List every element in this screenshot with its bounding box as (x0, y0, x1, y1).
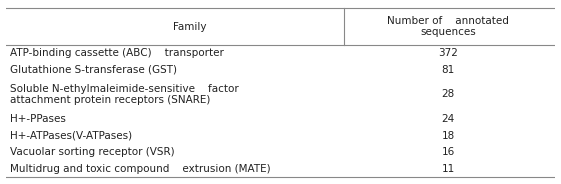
Text: Vacuolar sorting receptor (VSR): Vacuolar sorting receptor (VSR) (10, 147, 174, 157)
Text: Multidrug and toxic compound    extrusion (MATE): Multidrug and toxic compound extrusion (… (10, 164, 270, 174)
Text: Glutathione S-transferase (GST): Glutathione S-transferase (GST) (10, 65, 177, 75)
Text: H+-PPases: H+-PPases (10, 114, 66, 124)
Text: Family: Family (173, 22, 206, 32)
Text: H+-ATPases(V-ATPases): H+-ATPases(V-ATPases) (10, 131, 132, 141)
Text: 18: 18 (442, 131, 455, 141)
Text: 81: 81 (442, 65, 455, 75)
Text: 16: 16 (442, 147, 455, 157)
Text: 28: 28 (442, 89, 455, 100)
Text: ATP-binding cassette (ABC)    transporter: ATP-binding cassette (ABC) transporter (10, 48, 224, 58)
Text: 11: 11 (442, 164, 455, 174)
Text: 372: 372 (438, 48, 458, 58)
Text: Number of    annotated
sequences: Number of annotated sequences (387, 16, 509, 37)
Text: 24: 24 (442, 114, 455, 124)
Text: Soluble N-ethylmaleimide-sensitive    factor
attachment protein receptors (SNARE: Soluble N-ethylmaleimide-sensitive facto… (10, 84, 239, 105)
